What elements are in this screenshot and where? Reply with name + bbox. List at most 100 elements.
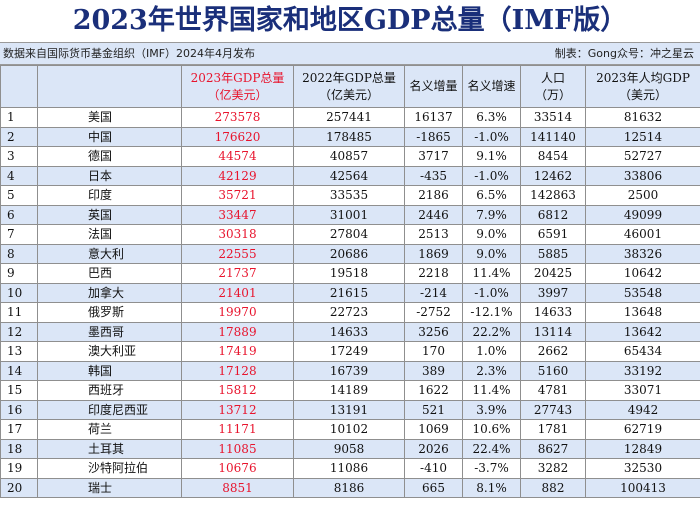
table-row: 16 印度尼西亚 13712 13191 521 3.9% 27743 4942: [0, 399, 700, 420]
country-cell: 意大利: [37, 243, 182, 264]
table-row: 11 俄罗斯 19970 22723 -2752 -12.1% 14633 13648: [0, 302, 700, 323]
gdp2022-cell: 19518: [293, 263, 405, 284]
population-cell: 141140: [520, 126, 586, 147]
growth-cell: -3.7%: [462, 458, 521, 479]
rank-cell: 9: [0, 263, 38, 284]
table-row: 15 西班牙 15812 14189 1622 11.4% 4781 33071: [0, 380, 700, 401]
table-row: 10 加拿大 21401 21615 -214 -1.0% 3997 53548: [0, 282, 700, 303]
per-capita-cell: 32530: [585, 458, 700, 479]
population-cell: 12462: [520, 165, 586, 186]
country-cell: 美国: [37, 107, 182, 128]
header-rank: [0, 65, 38, 108]
increase-cell: 170: [404, 341, 463, 362]
per-capita-cell: 81632: [585, 107, 700, 128]
table-row: 17 荷兰 11171 10102 1069 10.6% 1781 62719: [0, 419, 700, 440]
growth-cell: 6.5%: [462, 185, 521, 206]
gdp2022-cell: 10102: [293, 419, 405, 440]
table-row: 4 日本 42129 42564 -435 -1.0% 12462 33806: [0, 165, 700, 186]
growth-cell: 9.1%: [462, 146, 521, 167]
growth-cell: 11.4%: [462, 263, 521, 284]
growth-cell: 22.4%: [462, 438, 521, 459]
population-cell: 33514: [520, 107, 586, 128]
gdp2023-cell: 11171: [181, 419, 294, 440]
population-cell: 4781: [520, 380, 586, 401]
gdp2022-cell: 13191: [293, 399, 405, 420]
per-capita-cell: 10642: [585, 263, 700, 284]
population-cell: 6591: [520, 224, 586, 245]
gdp2023-cell: 8851: [181, 477, 294, 498]
increase-cell: -2752: [404, 302, 463, 323]
header-nominal-growth: 名义增速: [462, 65, 521, 108]
rank-cell: 14: [0, 360, 38, 381]
rank-cell: 20: [0, 477, 38, 498]
rank-cell: 7: [0, 224, 38, 245]
gdp2022-cell: 8186: [293, 477, 405, 498]
gdp2022-cell: 27804: [293, 224, 405, 245]
gdp-table: 2023年GDP总量 （亿美元） 2022年GDP总量 （亿美元） 名义增量 名…: [0, 65, 700, 498]
per-capita-cell: 33192: [585, 360, 700, 381]
gdp2022-cell: 40857: [293, 146, 405, 167]
rank-cell: 2: [0, 126, 38, 147]
increase-cell: 2218: [404, 263, 463, 284]
page-title: 2023年世界国家和地区GDP总量（IMF版）: [0, 0, 700, 43]
population-cell: 142863: [520, 185, 586, 206]
country-cell: 中国: [37, 126, 182, 147]
per-capita-cell: 49099: [585, 204, 700, 225]
per-capita-cell: 4942: [585, 399, 700, 420]
growth-cell: 10.6%: [462, 419, 521, 440]
gdp2023-cell: 42129: [181, 165, 294, 186]
growth-cell: 6.3%: [462, 107, 521, 128]
gdp2022-cell: 20686: [293, 243, 405, 264]
country-cell: 土耳其: [37, 438, 182, 459]
header-nominal-increase: 名义增量: [404, 65, 463, 108]
rank-cell: 12: [0, 321, 38, 342]
per-capita-cell: 33071: [585, 380, 700, 401]
gdp2023-cell: 19970: [181, 302, 294, 323]
header-per-capita: 2023年人均GDP （美元）: [585, 65, 700, 108]
increase-cell: 2186: [404, 185, 463, 206]
per-capita-cell: 2500: [585, 185, 700, 206]
rank-cell: 6: [0, 204, 38, 225]
growth-cell: -1.0%: [462, 282, 521, 303]
table-row: 8 意大利 22555 20686 1869 9.0% 5885 38326: [0, 243, 700, 264]
gdp2023-cell: 13712: [181, 399, 294, 420]
header-country: [37, 65, 182, 108]
increase-cell: -214: [404, 282, 463, 303]
gdp2023-cell: 22555: [181, 243, 294, 264]
population-cell: 20425: [520, 263, 586, 284]
country-cell: 沙特阿拉伯: [37, 458, 182, 479]
country-cell: 法国: [37, 224, 182, 245]
gdp2023-cell: 17889: [181, 321, 294, 342]
increase-cell: 3717: [404, 146, 463, 167]
gdp2022-cell: 178485: [293, 126, 405, 147]
table-header-row: 2023年GDP总量 （亿美元） 2022年GDP总量 （亿美元） 名义增量 名…: [0, 65, 700, 108]
rank-cell: 11: [0, 302, 38, 323]
rank-cell: 17: [0, 419, 38, 440]
rank-cell: 19: [0, 458, 38, 479]
growth-cell: 11.4%: [462, 380, 521, 401]
country-cell: 印度尼西亚: [37, 399, 182, 420]
table-row: 18 土耳其 11085 9058 2026 22.4% 8627 12849: [0, 438, 700, 459]
rank-cell: 8: [0, 243, 38, 264]
rank-cell: 5: [0, 185, 38, 206]
rank-cell: 1: [0, 107, 38, 128]
table-row: 12 墨西哥 17889 14633 3256 22.2% 13114 13642: [0, 321, 700, 342]
gdp2023-cell: 10676: [181, 458, 294, 479]
increase-cell: 2446: [404, 204, 463, 225]
per-capita-cell: 52727: [585, 146, 700, 167]
increase-cell: 2026: [404, 438, 463, 459]
gdp2023-cell: 17128: [181, 360, 294, 381]
growth-cell: -12.1%: [462, 302, 521, 323]
table-row: 13 澳大利亚 17419 17249 170 1.0% 2662 65434: [0, 341, 700, 362]
increase-cell: 2513: [404, 224, 463, 245]
country-cell: 瑞士: [37, 477, 182, 498]
increase-cell: 3256: [404, 321, 463, 342]
growth-cell: 3.9%: [462, 399, 521, 420]
growth-cell: 1.0%: [462, 341, 521, 362]
country-cell: 巴西: [37, 263, 182, 284]
gdp2023-cell: 11085: [181, 438, 294, 459]
increase-cell: -435: [404, 165, 463, 186]
population-cell: 3997: [520, 282, 586, 303]
table-row: 1 美国 273578 257441 16137 6.3% 33514 81632: [0, 107, 700, 128]
growth-cell: 8.1%: [462, 477, 521, 498]
